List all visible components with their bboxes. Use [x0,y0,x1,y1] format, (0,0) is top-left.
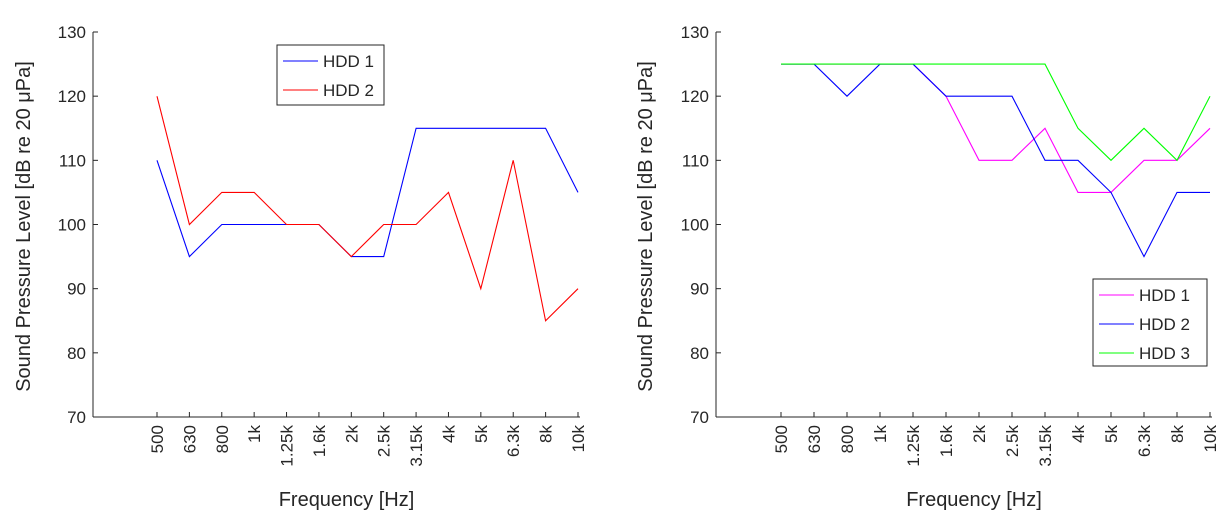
y-tick-label: 110 [59,151,86,170]
x-tick-label: 4k [1069,425,1088,443]
y-tick-label: 100 [58,216,86,235]
x-tick-label: 1k [245,425,264,443]
legend: HDD 1 HDD 2 [276,44,385,106]
y-tick-label: 120 [681,87,709,106]
x-tick-label: 2k [342,425,361,443]
y-tick-label: 100 [681,216,709,235]
y-tick-label: 130 [58,23,86,42]
y-tick-label: 120 [58,87,86,106]
left-chart: 70 80 90 100 110 120 130 500 630 800 1k 1.25k 1.6k 2k… [13,23,588,511]
right-chart: 70 80 90 100 110 120 130 500 630 800 1k 1.25k 1.6k 2k… [635,23,1220,511]
x-tick-label: 1.25k [278,425,297,467]
x-tick-label: 5k [472,425,491,443]
legend: HDD 1 HDD 2 HDD 3 [1092,278,1208,367]
y-tick-label: 70 [67,408,86,427]
x-tick-label: 1.6k [937,425,956,458]
x-tick-label: 1.25k [904,425,923,467]
x-tick-label: 630 [805,425,824,453]
series-line-1 [781,63,1211,193]
x-tick-label: 3.15k [1036,425,1055,467]
x-tick-label: 5k [1102,425,1121,443]
x-tick-label: 500 [772,425,791,453]
y-tick-label: 90 [67,280,86,299]
legend-label: HDD 2 [323,81,374,100]
y-axis-label: Sound Pressure Level [dB re 20 μPa] [635,61,657,392]
series-line-2 [781,63,1210,258]
x-tick-label: 2.5k [375,425,394,458]
legend-label: HDD 3 [1139,344,1190,363]
series-line-3 [781,63,1211,162]
legend-label: HDD 2 [1139,315,1190,334]
x-tick-label: 800 [213,425,232,453]
x-tick-label: 2k [970,425,989,443]
x-axis-label: Frequency [Hz] [906,489,1042,511]
x-tick-label: 10k [1201,425,1220,453]
x-tick-label: 630 [180,425,199,453]
y-axis-label: Sound Pressure Level [dB re 20 μPa] [13,61,35,392]
x-tick-label: 3.15k [407,425,426,467]
x-tick-label: 6.3k [1135,425,1154,458]
series-line-1 [156,127,579,258]
legend-box [276,44,385,106]
legend-box [1092,278,1208,367]
x-tick-label: 8k [537,425,556,443]
x-tick-label: 1.6k [310,425,329,458]
legend-label: HDD 1 [1139,286,1190,305]
x-tick-label: 2.5k [1003,425,1022,458]
y-tick-label: 70 [690,408,709,427]
legend-label: HDD 1 [323,52,374,71]
x-tick-label: 8k [1168,425,1187,443]
y-tick-label: 80 [67,344,86,363]
x-axis-label: Frequency [Hz] [279,489,415,511]
x-tick-label: 800 [838,425,857,453]
y-tick-label: 110 [682,151,709,170]
y-tick-label: 80 [690,344,709,363]
x-tick-label: 6.3k [504,425,523,458]
y-tick-label: 130 [681,23,709,42]
y-tick-label: 90 [690,280,709,299]
x-tick-label: 4k [439,425,458,443]
x-tick-label: 1k [871,425,890,443]
x-tick-label: 10k [569,425,588,453]
series-line-2 [156,96,579,322]
x-tick-label: 500 [148,425,167,453]
